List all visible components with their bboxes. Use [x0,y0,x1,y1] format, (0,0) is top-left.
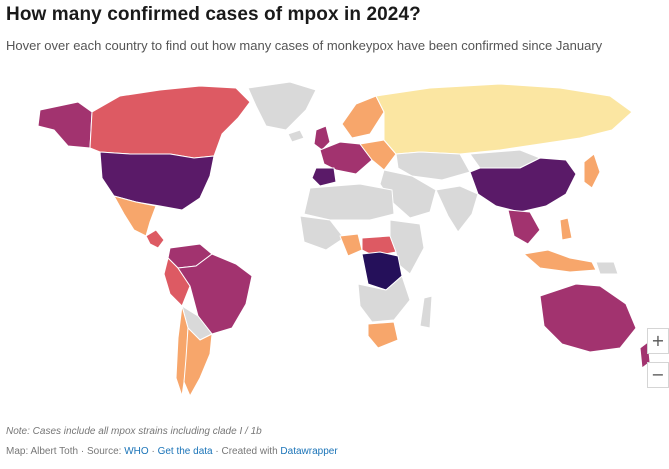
country-mexico[interactable] [113,195,157,237]
country-canada[interactable] [89,85,251,159]
country-north-africa[interactable] [303,183,395,221]
datawrapper-link[interactable]: Datawrapper [280,446,338,457]
country-argentina[interactable] [183,327,213,397]
country-uk[interactable] [313,125,331,151]
country-spain[interactable] [311,167,337,187]
country-west-africa[interactable] [299,215,345,251]
country-indonesia[interactable] [523,249,597,273]
footnote: Note: Cases include all mpox strains inc… [6,426,262,437]
zoom-in-button[interactable]: + [647,328,669,354]
country-south-africa[interactable] [367,321,399,349]
country-alaska[interactable] [37,101,93,149]
country-australia[interactable] [539,283,637,353]
country-western-europe[interactable] [319,141,373,175]
separator: · [148,446,158,457]
country-philippines[interactable] [559,217,573,241]
country-india-pakistan[interactable] [435,185,479,233]
country-eastern-europe[interactable] [359,139,397,171]
credit-prefix: Map: Albert Toth · Source: [6,446,125,457]
country-scandinavia[interactable] [341,95,385,139]
country-central-america[interactable] [145,229,165,249]
source-link[interactable]: WHO [124,446,149,457]
country-papua-new-guinea[interactable] [595,261,619,275]
separator: · Created with [212,446,281,457]
chart-title: How many confirmed cases of mpox in 2024… [6,4,421,25]
country-iceland[interactable] [287,129,305,143]
country-china[interactable] [469,157,577,213]
country-greenland[interactable] [247,81,317,131]
country-southeast-asia[interactable] [507,209,541,245]
country-madagascar[interactable] [419,295,433,329]
world-map [0,78,669,410]
country-russia[interactable] [375,83,633,155]
zoom-out-button[interactable]: − [647,362,669,388]
country-southern-africa[interactable] [357,275,411,323]
world-map-svg [37,81,651,397]
country-middle-east[interactable] [379,169,437,219]
credits: Map: Albert Toth · Source: WHO · Get the… [6,446,338,457]
country-brazil[interactable] [177,253,253,335]
country-japan-korea[interactable] [583,153,601,189]
chart-subtitle: Hover over each country to find out how … [6,38,603,53]
country-nigeria[interactable] [339,233,363,257]
country-kazakhstan-central-asia[interactable] [395,151,471,181]
get-data-link[interactable]: Get the data [157,446,213,457]
